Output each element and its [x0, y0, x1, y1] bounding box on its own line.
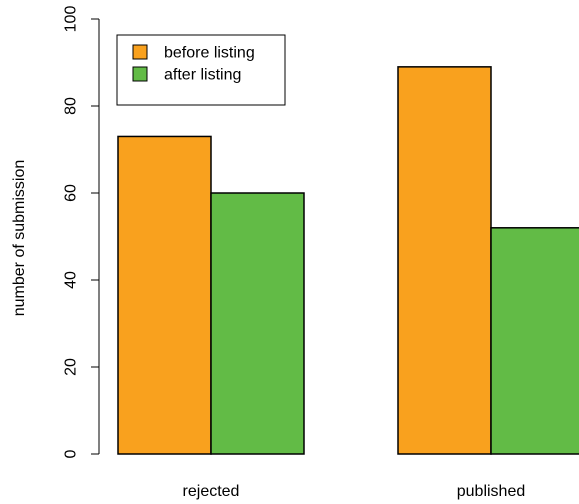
bar-published-before-listing [397, 66, 492, 455]
category-label: rejected [183, 483, 240, 500]
y-tick-label: 80 [63, 97, 80, 115]
legend-label: before listing [164, 45, 255, 62]
y-tick-label: 20 [63, 358, 80, 376]
category-labels: rejected published [183, 483, 526, 500]
y-tick-label: 60 [63, 184, 80, 202]
y-tick-label: 0 [63, 449, 80, 458]
bars [117, 66, 579, 455]
bar-published-after-listing [490, 227, 579, 455]
legend-swatch [132, 44, 148, 60]
category-label: published [457, 483, 526, 500]
y-tick-label: 100 [63, 6, 80, 33]
legend-label: after listing [164, 67, 241, 84]
bar-rejected-before-listing [117, 135, 212, 455]
y-axis: 0 20 40 60 80 100 [63, 6, 100, 458]
legend: before listing after listing [116, 34, 286, 106]
y-axis-title: number of submission [11, 160, 28, 317]
bar-rejected-after-listing [210, 192, 305, 455]
y-tick-label: 40 [63, 271, 80, 289]
legend-swatch [132, 66, 148, 82]
legend-box [116, 34, 286, 106]
